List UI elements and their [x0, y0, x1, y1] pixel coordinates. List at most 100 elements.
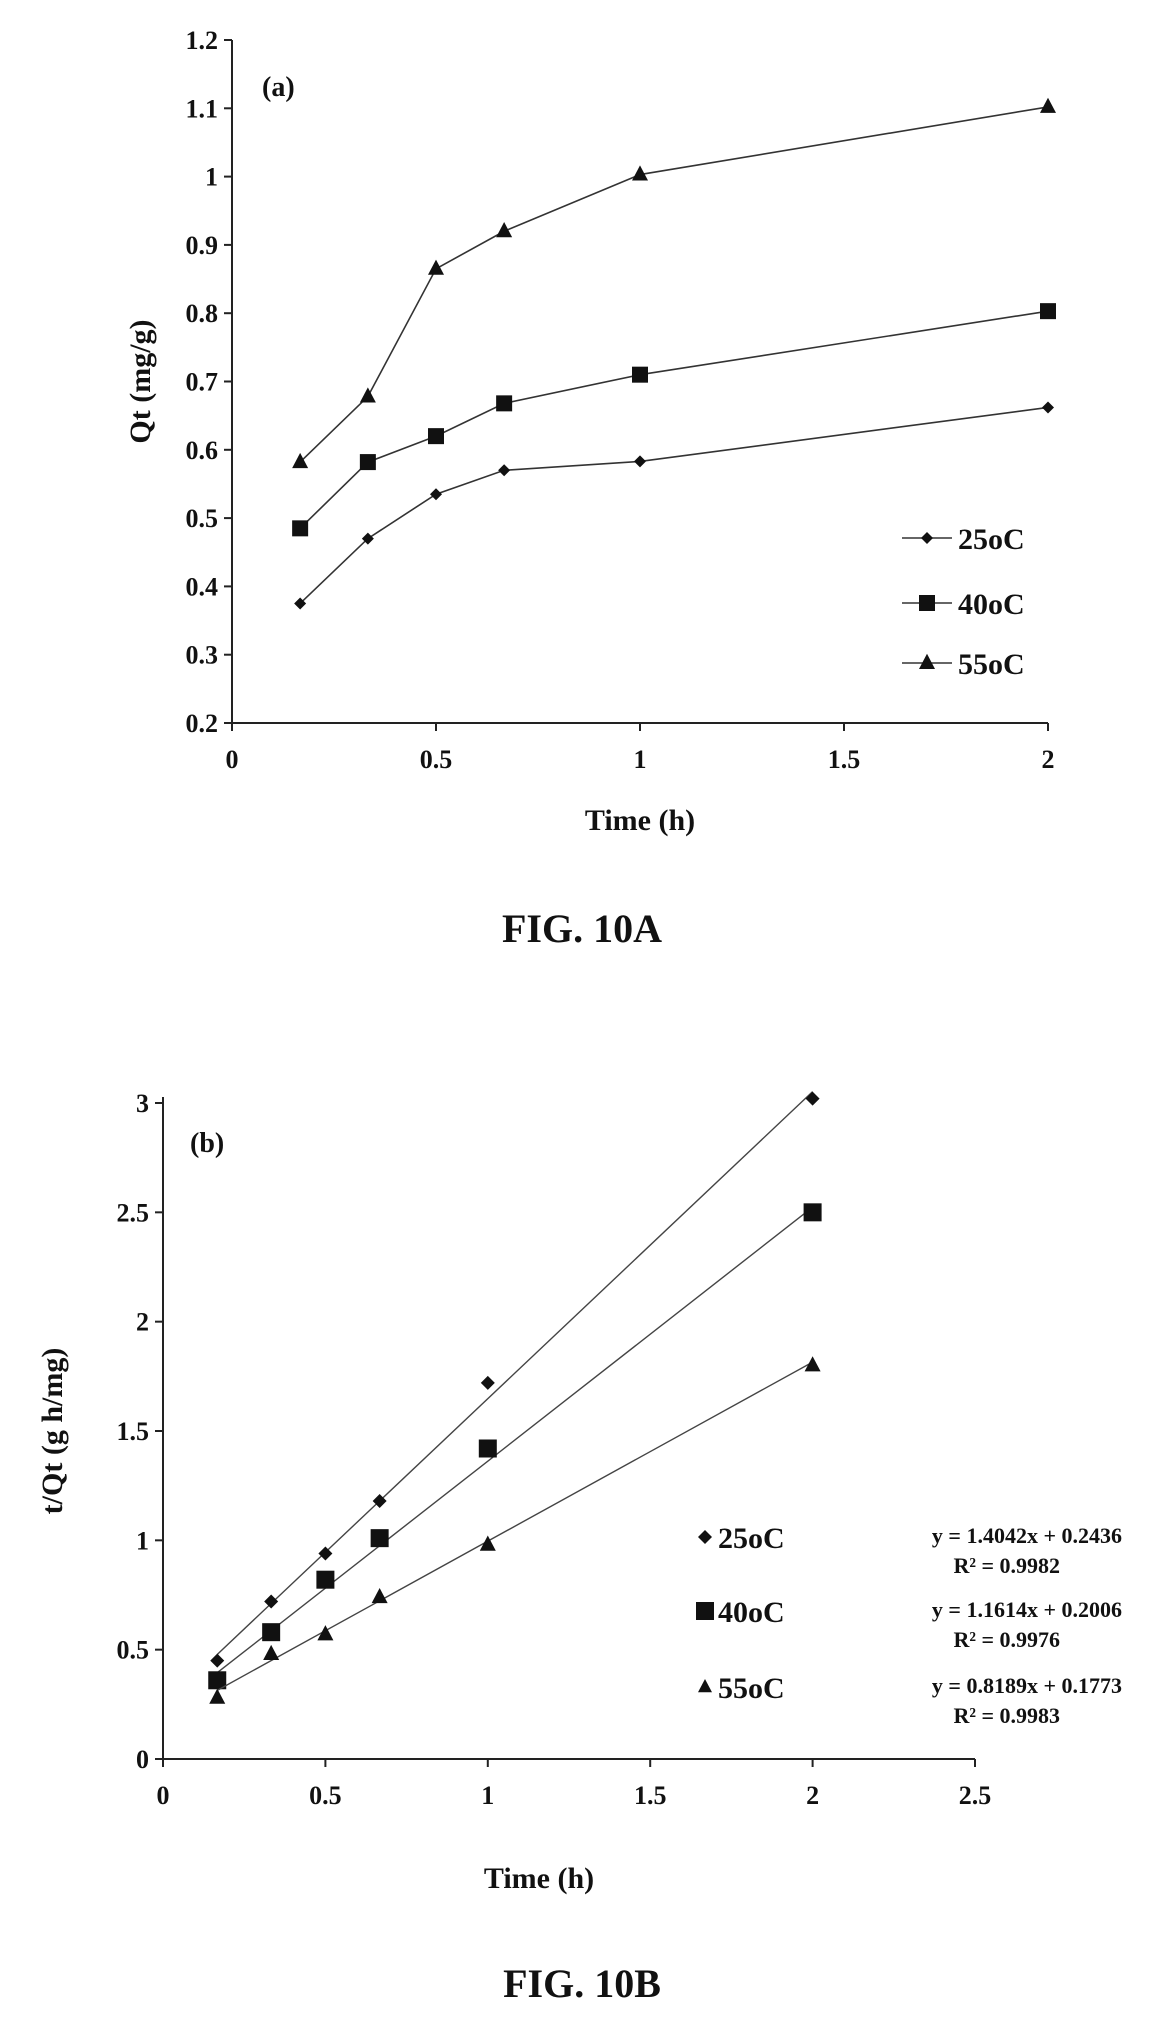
- trendline-55oC: [216, 1361, 813, 1691]
- caption-fig-10a: FIG. 10A: [502, 906, 662, 951]
- panel-label-a: (a): [262, 72, 295, 103]
- data-point-25oC: [498, 464, 511, 477]
- data-point-40oC: [803, 1203, 822, 1222]
- series-line-25oC: [299, 406, 1049, 605]
- trendline-40oC: [216, 1206, 814, 1674]
- data-point-55oC: [479, 1535, 496, 1551]
- y-tick-label: 0.8: [186, 299, 219, 328]
- fit-equation-40oC: y = 1.1614x + 0.2006: [932, 1597, 1122, 1622]
- data-point-55oC: [209, 1688, 226, 1704]
- figure-10a: 0.2 0.3 0.4 0.5 0.6 0.7 0.8 0.9 1 1.1 1.2 0 0.5 1 1.5 2…: [0, 0, 1164, 1000]
- data-point-55oC: [632, 165, 648, 181]
- legend-label-40oC: 40oC: [718, 1596, 785, 1629]
- x-tick-label: 0: [157, 1781, 170, 1810]
- legend-marker-25oC: [921, 532, 933, 544]
- data-point-25oC: [480, 1375, 495, 1390]
- data-point-40oC: [208, 1671, 227, 1690]
- data-point-55oC: [371, 1587, 388, 1604]
- y-tick-label: 1: [205, 163, 218, 192]
- x-axis-title: Time (h): [484, 1862, 594, 1895]
- data-point-40oC: [370, 1529, 389, 1548]
- data-point-25oC: [318, 1546, 333, 1561]
- legend-label-55oC: 55oC: [958, 648, 1025, 681]
- data-point-40oC: [632, 366, 648, 383]
- data-point-55oC: [804, 1356, 821, 1372]
- x-tick-label: 2: [1042, 745, 1055, 774]
- fit-r2-55oC: R² = 0.9983: [953, 1703, 1060, 1728]
- data-point-25oC: [1042, 401, 1054, 414]
- y-tick-label: 0.3: [186, 641, 219, 670]
- data-point-40oC: [496, 395, 513, 412]
- data-point-25oC: [805, 1091, 820, 1106]
- trendline-25oC: [216, 1091, 814, 1655]
- data-point-40oC: [428, 428, 444, 445]
- series-line-40oC: [299, 310, 1049, 529]
- y-tick-label: 0.5: [117, 1636, 150, 1665]
- legend-label-25oC: 25oC: [718, 1522, 785, 1555]
- data-point-40oC: [1040, 303, 1056, 320]
- y-axis-title: t/Qt (g h/mg): [36, 1348, 69, 1515]
- data-point-40oC: [292, 520, 309, 537]
- x-tick-label: 1.5: [828, 745, 861, 774]
- y-tick-label: 0.6: [186, 436, 219, 465]
- x-tick-label: 0.5: [309, 1781, 342, 1810]
- legend-marker-55oC: [698, 1678, 712, 1693]
- y-tick-label: 0.5: [186, 504, 219, 533]
- x-tick-label: 1: [634, 745, 647, 774]
- data-point-40oC: [316, 1570, 335, 1589]
- data-point-25oC: [430, 488, 442, 501]
- legend-label-55oC: 55oC: [718, 1672, 785, 1705]
- data-point-40oC: [262, 1623, 281, 1642]
- chart-a: 0.2 0.3 0.4 0.5 0.6 0.7 0.8 0.9 1 1.1 1.2 0 0.5 1 1.5 2…: [124, 26, 1056, 837]
- figure-10b: 0 0.5 1 1.5 2 2.5 3 0 0.5 1 1.5 2 2.5 Time (h) t/Qt (g…: [0, 1000, 1164, 2026]
- legend-label-25oC: 25oC: [958, 523, 1025, 556]
- y-tick-label: 0.2: [186, 709, 219, 738]
- data-point-55oC: [263, 1644, 280, 1661]
- y-tick-label: 3: [136, 1089, 149, 1118]
- fit-r2-25oC: R² = 0.9982: [953, 1553, 1060, 1578]
- series-line-55oC: [299, 106, 1049, 463]
- data-point-55oC: [359, 387, 376, 403]
- x-tick-label: 1.5: [634, 1781, 667, 1810]
- x-tick-label: 0: [226, 745, 239, 774]
- legend-marker-40oC: [696, 1602, 714, 1620]
- x-tick-label: 2: [806, 1781, 819, 1810]
- y-axis-title: Qt (mg/g): [124, 319, 157, 443]
- data-point-55oC: [496, 222, 513, 238]
- y-tick-label: 1.5: [117, 1417, 150, 1446]
- data-point-25oC: [634, 455, 646, 468]
- x-tick-label: 2.5: [959, 1781, 992, 1810]
- caption-fig-10b: FIG. 10B: [503, 1961, 661, 2006]
- y-tick-label: 2.5: [117, 1198, 150, 1227]
- data-point-25oC: [264, 1594, 279, 1609]
- panel-label-b: (b): [190, 1128, 224, 1159]
- y-tick-label: 1.1: [186, 94, 219, 123]
- fit-r2-40oC: R² = 0.9976: [953, 1627, 1060, 1652]
- data-point-55oC: [428, 259, 444, 275]
- x-tick-label: 1: [481, 1781, 494, 1810]
- y-tick-label: 1: [136, 1526, 149, 1555]
- legend-label-40oC: 40oC: [958, 588, 1025, 621]
- legend-marker-40oC: [919, 595, 935, 611]
- x-tick-label: 0.5: [420, 745, 453, 774]
- data-point-25oC: [210, 1653, 225, 1668]
- data-point-55oC: [317, 1625, 334, 1641]
- y-tick-label: 0.9: [186, 231, 219, 260]
- data-point-25oC: [361, 532, 374, 545]
- data-point-40oC: [478, 1439, 497, 1458]
- fit-equation-55oC: y = 0.8189x + 0.1773: [932, 1673, 1122, 1698]
- legend-marker-55oC: [919, 653, 935, 669]
- y-tick-label: 0.7: [186, 368, 219, 397]
- fit-equation-25oC: y = 1.4042x + 0.2436: [932, 1523, 1122, 1548]
- data-point-55oC: [1040, 97, 1056, 113]
- data-point-55oC: [292, 452, 309, 469]
- y-tick-label: 2: [136, 1308, 149, 1337]
- data-point-25oC: [294, 597, 307, 610]
- x-axis-title: Time (h): [585, 804, 695, 837]
- y-tick-label: 1.2: [186, 26, 219, 55]
- y-tick-label: 0.4: [186, 572, 219, 601]
- chart-b: 0 0.5 1 1.5 2 2.5 3 0 0.5 1 1.5 2 2.5 Time (h) t/Qt (g…: [36, 1089, 1122, 1895]
- y-tick-label: 0: [136, 1745, 149, 1774]
- legend-marker-25oC: [698, 1530, 712, 1544]
- data-point-40oC: [359, 454, 376, 471]
